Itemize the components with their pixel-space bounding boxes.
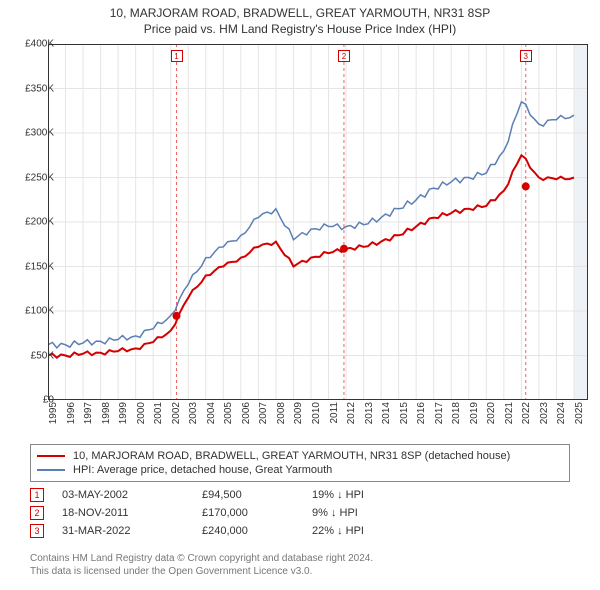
marker-delta: 19% ↓ HPI (312, 489, 432, 501)
x-tick-label: 2024 (556, 402, 567, 424)
x-tick-label: 2014 (381, 402, 392, 424)
y-tick-label: £250K (10, 172, 54, 183)
chart-container: 10, MARJORAM ROAD, BRADWELL, GREAT YARMO… (0, 0, 600, 590)
title-subtitle: Price paid vs. HM Land Registry's House … (0, 22, 600, 38)
x-tick-label: 2021 (504, 402, 515, 424)
marker-price: £94,500 (202, 489, 312, 501)
x-tick-label: 1995 (48, 402, 59, 424)
x-tick-label: 2010 (311, 402, 322, 424)
y-tick-label: £50K (10, 350, 54, 361)
chart-marker-badge: 2 (338, 50, 350, 62)
x-tick-label: 1998 (101, 402, 112, 424)
chart-marker-badge: 3 (520, 50, 532, 62)
marker-badge: 2 (30, 506, 44, 520)
marker-badge: 1 (30, 488, 44, 502)
y-tick-label: £400K (10, 39, 54, 50)
x-tick-label: 2013 (364, 402, 375, 424)
marker-date: 31-MAR-2022 (62, 525, 202, 537)
x-tick-label: 2008 (276, 402, 287, 424)
y-tick-label: £350K (10, 83, 54, 94)
footer-line-2: This data is licensed under the Open Gov… (30, 565, 373, 578)
legend: 10, MARJORAM ROAD, BRADWELL, GREAT YARMO… (30, 444, 570, 482)
marker-table: 1 03-MAY-2002£94,50019% ↓ HPI 2 18-NOV-2011… (30, 486, 570, 540)
x-tick-label: 2015 (399, 402, 410, 424)
marker-date: 18-NOV-2011 (62, 507, 202, 519)
legend-row: 10, MARJORAM ROAD, BRADWELL, GREAT YARMO… (37, 449, 563, 463)
y-tick-label: £200K (10, 217, 54, 228)
chart-marker-badge: 1 (171, 50, 183, 62)
chart-plot (48, 44, 588, 400)
marker-date: 03-MAY-2002 (62, 489, 202, 501)
x-tick-label: 2000 (136, 402, 147, 424)
marker-delta: 22% ↓ HPI (312, 525, 432, 537)
x-tick-label: 2011 (329, 402, 340, 424)
marker-delta: 9% ↓ HPI (312, 507, 432, 519)
marker-table-row: 3 31-MAR-2022£240,00022% ↓ HPI (30, 522, 570, 540)
footer-attribution: Contains HM Land Registry data © Crown c… (30, 552, 373, 578)
x-tick-label: 1999 (118, 402, 129, 424)
marker-table-row: 2 18-NOV-2011£170,0009% ↓ HPI (30, 504, 570, 522)
title-block: 10, MARJORAM ROAD, BRADWELL, GREAT YARMO… (0, 0, 600, 37)
x-tick-label: 2006 (241, 402, 252, 424)
x-tick-label: 2020 (486, 402, 497, 424)
x-tick-label: 2016 (416, 402, 427, 424)
x-tick-label: 2019 (469, 402, 480, 424)
y-tick-label: £150K (10, 261, 54, 272)
y-tick-label: £100K (10, 306, 54, 317)
x-tick-label: 2002 (171, 402, 182, 424)
x-tick-label: 1996 (66, 402, 77, 424)
footer-line-1: Contains HM Land Registry data © Crown c… (30, 552, 373, 565)
x-tick-label: 2001 (153, 402, 164, 424)
title-address: 10, MARJORAM ROAD, BRADWELL, GREAT YARMO… (0, 6, 600, 22)
x-tick-label: 2009 (293, 402, 304, 424)
x-tick-label: 2007 (258, 402, 269, 424)
marker-price: £240,000 (202, 525, 312, 537)
legend-row: HPI: Average price, detached house, Grea… (37, 463, 563, 477)
x-tick-label: 2025 (574, 402, 585, 424)
legend-swatch (37, 455, 65, 457)
marker-badge: 3 (30, 524, 44, 538)
marker-price: £170,000 (202, 507, 312, 519)
x-tick-label: 2017 (434, 402, 445, 424)
x-tick-label: 2023 (539, 402, 550, 424)
x-tick-label: 2018 (451, 402, 462, 424)
x-tick-label: 2003 (188, 402, 199, 424)
legend-swatch (37, 469, 65, 471)
marker-table-row: 1 03-MAY-2002£94,50019% ↓ HPI (30, 486, 570, 504)
x-tick-label: 2012 (346, 402, 357, 424)
x-tick-label: 2005 (223, 402, 234, 424)
legend-label: 10, MARJORAM ROAD, BRADWELL, GREAT YARMO… (73, 450, 510, 462)
legend-label: HPI: Average price, detached house, Grea… (73, 464, 332, 476)
x-tick-label: 1997 (83, 402, 94, 424)
x-tick-label: 2004 (206, 402, 217, 424)
x-tick-label: 2022 (521, 402, 532, 424)
y-tick-label: £300K (10, 128, 54, 139)
